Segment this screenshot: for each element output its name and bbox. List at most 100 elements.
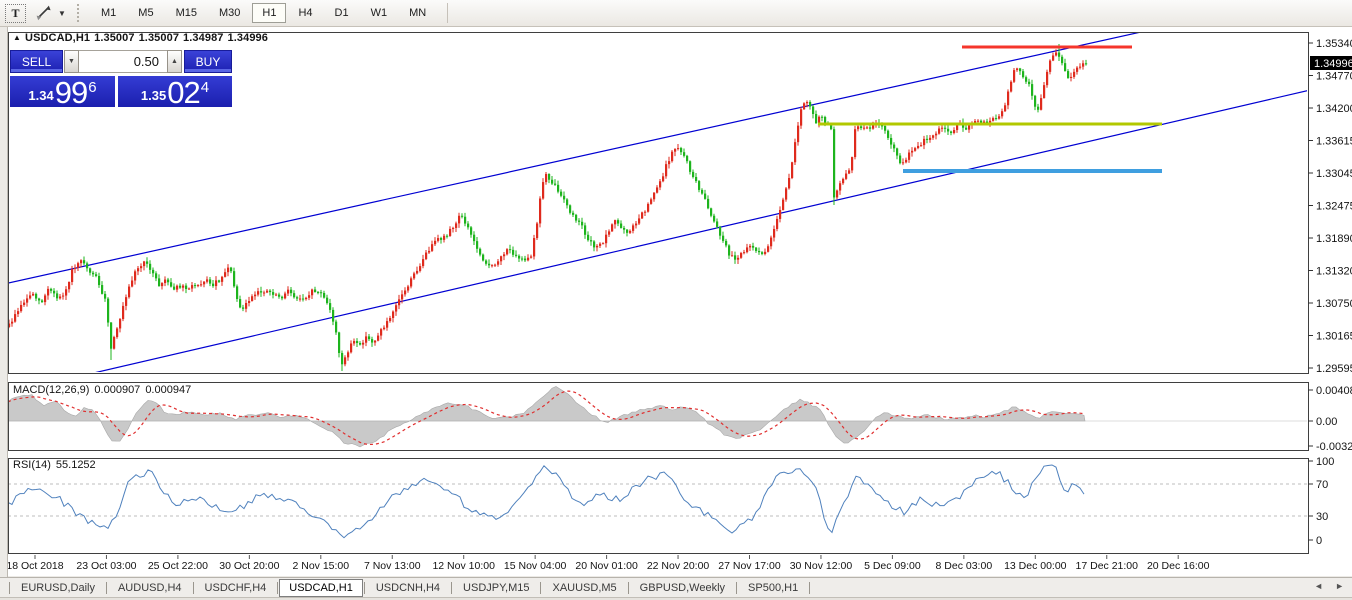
timeframe-button-h1[interactable]: H1 [252,3,287,23]
symbol-period-label: USDCAD,H1 [25,32,91,44]
tab-divider [451,581,453,594]
text-tool-button[interactable]: T [5,3,26,23]
tab-divider [192,581,194,594]
svg-text:23 Oct 03:00: 23 Oct 03:00 [76,560,136,572]
tab-divider [809,581,811,594]
timeframe-button-mn[interactable]: MN [399,3,436,23]
chart-tab-eurusd[interactable]: EURUSD,Daily [21,581,95,594]
bottom-strip [0,597,1352,600]
svg-text:1.34770: 1.34770 [1316,71,1352,83]
svg-text:1.34200: 1.34200 [1316,103,1352,115]
high-value: 1.35007 [138,32,180,44]
buy-price-pip: 4 [200,79,210,96]
svg-text:8 Dec 03:00: 8 Dec 03:00 [936,560,993,572]
svg-text:5 Dec 09:00: 5 Dec 09:00 [864,560,921,572]
svg-text:12 Nov 10:00: 12 Nov 10:00 [432,560,495,572]
svg-text:1.29595: 1.29595 [1316,363,1352,375]
svg-text:15 Nov 04:00: 15 Nov 04:00 [504,560,567,572]
svg-text:1.34996: 1.34996 [1314,58,1352,70]
chart-tab-usdcad[interactable]: USDCAD,H1 [279,578,363,597]
timeframe-button-w1[interactable]: W1 [361,3,398,23]
sell-price-big: 99 [54,75,88,110]
svg-text:20 Nov 01:00: 20 Nov 01:00 [575,560,638,572]
macd-value-2: 0.000947 [145,384,192,396]
volume-increase-button[interactable]: ▲ [167,50,182,73]
tab-divider [277,581,279,594]
toolbar-separator [447,3,449,23]
volume-input[interactable] [79,50,167,73]
window-left-edge [0,27,8,577]
rsi-name: RSI(14) [13,459,51,471]
tab-divider [363,581,365,594]
chart-svg[interactable]: 1.35340 1.34770 1.34200 1.33615 1.33045 1.324… [0,0,1352,577]
tab-divider [736,581,738,594]
chart-canvas[interactable]: 1.35340 1.34770 1.34200 1.33615 1.33045 1.324… [0,0,1352,577]
open-value: 1.35007 [94,32,135,44]
svg-text:70: 70 [1316,479,1328,491]
chevron-down-icon[interactable]: ▼ [55,9,69,18]
svg-text:0.00: 0.00 [1316,416,1337,428]
sell-price-small: 1.34 [28,88,54,103]
chart-tab-gbpusd[interactable]: GBPUSD,Weekly [639,581,726,594]
svg-text:1.31890: 1.31890 [1316,233,1352,245]
sell-button[interactable]: SELL [10,50,63,73]
timeframe-button-h4[interactable]: H4 [288,3,322,23]
svg-text:0.004083: 0.004083 [1316,385,1352,397]
buy-price-panel[interactable]: 1.35 02 4 [118,75,232,110]
svg-text:0: 0 [1316,535,1322,547]
tab-scroll-buttons: ◄ ► [1314,581,1344,591]
svg-text:27 Nov 17:00: 27 Nov 17:00 [718,560,781,572]
tab-divider [9,581,10,594]
chart-tab-bar: EURUSD,Daily AUDUSD,H4 USDCHF,H4 USDCAD,H1 U… [0,577,1352,597]
svg-text:7 Nov 13:00: 7 Nov 13:00 [364,560,421,572]
tab-scroll-right-icon[interactable]: ► [1335,581,1344,591]
sell-price-panel[interactable]: 1.34 99 6 [10,75,115,110]
svg-text:20 Dec 16:00: 20 Dec 16:00 [1147,560,1210,572]
chart-tab-usdjpy[interactable]: USDJPY,M15 [463,581,530,594]
timeframe-button-group: M1 M5 M15 M30 H1 H4 D1 W1 MN [90,3,437,23]
rsi-value: 55.1252 [55,459,96,471]
sell-price-pip: 6 [88,79,97,96]
chart-ohlc-header: ▲ USDCAD,H1 1.35007 1.35007 1.34987 1.34996 [13,32,272,44]
chart-tab-audusd[interactable]: AUDUSD,H4 [117,581,182,594]
svg-text:1.33045: 1.33045 [1316,168,1352,180]
tab-divider [627,581,629,594]
svg-text:18 Oct 2018: 18 Oct 2018 [6,560,63,572]
svg-text:1.33615: 1.33615 [1316,136,1352,148]
svg-text:30 Nov 12:00: 30 Nov 12:00 [790,560,853,572]
timeframe-button-m15[interactable]: M15 [166,3,207,23]
tab-divider [540,581,542,594]
buy-price-big: 02 [167,75,200,110]
svg-text:2 Nov 15:00: 2 Nov 15:00 [292,560,349,572]
cursor-arrows-icon[interactable] [34,4,54,22]
macd-indicator-label: MACD(12,26,9) 0.000907 0.000947 [13,384,196,396]
volume-decrease-button[interactable]: ▼ [64,50,79,73]
top-toolbar: T ▼ M1 M5 M15 M30 H1 H4 D1 W1 MN [0,0,1352,27]
timeframe-button-m5[interactable]: M5 [128,3,163,23]
macd-value-1: 0.000907 [94,384,141,396]
macd-name: MACD(12,26,9) [13,384,90,396]
svg-text:-0.003262: -0.003262 [1316,441,1352,453]
buy-button[interactable]: BUY [184,50,232,73]
collapse-arrow-icon: ▲ [13,33,22,42]
svg-text:1.30750: 1.30750 [1316,298,1352,310]
chart-tab-xauusd[interactable]: XAUUSD,M5 [552,581,617,594]
chart-tabs: EURUSD,Daily AUDUSD,H4 USDCHF,H4 USDCAD,H1 U… [8,578,811,597]
chart-tab-sp500[interactable]: SP500,H1 [748,581,799,594]
svg-text:1.30165: 1.30165 [1316,331,1352,343]
timeframe-button-d1[interactable]: D1 [325,3,359,23]
chart-tab-usdcnh[interactable]: USDCNH,H4 [375,581,441,594]
buy-price-small: 1.35 [140,88,167,103]
svg-text:100: 100 [1316,456,1334,468]
low-value: 1.34987 [183,32,224,44]
timeframe-button-m30[interactable]: M30 [209,3,250,23]
one-click-trading-panel: SELL ▼ ▲ BUY 1.34 99 6 1.35 02 4 [10,50,232,110]
rsi-indicator-label: RSI(14) 55.1252 [13,459,101,471]
svg-text:17 Dec 21:00: 17 Dec 21:00 [1076,560,1139,572]
svg-text:30: 30 [1316,511,1328,523]
timeframe-button-m1[interactable]: M1 [91,3,126,23]
chart-tab-usdchf[interactable]: USDCHF,H4 [204,581,267,594]
svg-text:30 Oct 20:00: 30 Oct 20:00 [219,560,279,572]
tab-scroll-left-icon[interactable]: ◄ [1314,581,1324,591]
